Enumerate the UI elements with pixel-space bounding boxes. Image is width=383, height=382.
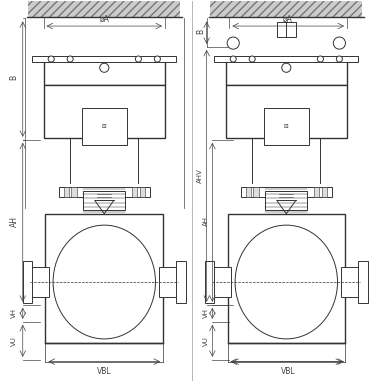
Bar (341, 267, 364, 297)
Bar (159, 267, 182, 297)
Bar (246, 187, 251, 197)
Bar (280, 191, 293, 197)
Bar (44, 60, 165, 85)
Bar (28, 2, 180, 16)
Text: AH: AH (203, 216, 209, 227)
Text: AH: AH (10, 216, 18, 227)
Ellipse shape (53, 225, 155, 339)
Bar (205, 261, 214, 303)
Circle shape (48, 56, 54, 62)
Circle shape (333, 37, 345, 49)
Circle shape (249, 56, 255, 62)
Text: VH: VH (203, 308, 209, 318)
Bar (26, 267, 49, 297)
Bar (214, 57, 358, 62)
Bar (139, 187, 145, 197)
Bar (59, 187, 150, 197)
Circle shape (100, 63, 109, 72)
Text: ⊟: ⊟ (284, 124, 289, 129)
Bar (209, 267, 231, 297)
Bar (71, 187, 77, 197)
Text: VBL: VBL (97, 367, 111, 376)
Text: B: B (10, 74, 18, 80)
Text: øA: øA (99, 15, 109, 24)
Bar (241, 187, 332, 197)
Bar (83, 191, 125, 210)
Bar (277, 22, 296, 37)
Bar (228, 214, 345, 343)
Circle shape (67, 56, 73, 62)
Bar (314, 187, 319, 197)
Bar (46, 214, 163, 343)
Bar (226, 85, 347, 138)
Bar (264, 108, 309, 146)
Text: VU: VU (203, 336, 209, 346)
Text: ⊟: ⊟ (102, 124, 106, 129)
Circle shape (282, 63, 291, 72)
Text: VH: VH (11, 308, 17, 318)
Bar (253, 187, 259, 197)
Text: VU: VU (11, 336, 17, 346)
Circle shape (336, 56, 342, 62)
Bar (358, 261, 368, 303)
Ellipse shape (235, 225, 337, 339)
Bar (64, 187, 69, 197)
Circle shape (135, 56, 141, 62)
Bar (32, 57, 176, 62)
Bar (322, 187, 327, 197)
Circle shape (154, 56, 160, 62)
Text: VBL: VBL (281, 367, 296, 376)
Text: AHV: AHV (197, 168, 203, 183)
Circle shape (318, 56, 324, 62)
Circle shape (227, 37, 239, 49)
Bar (97, 191, 111, 197)
Bar (211, 2, 362, 16)
Circle shape (230, 56, 236, 62)
Bar (23, 261, 32, 303)
Bar (226, 60, 347, 85)
Bar (44, 85, 165, 138)
Bar (82, 108, 127, 146)
Text: B: B (196, 29, 205, 34)
Bar (265, 191, 307, 210)
Bar (132, 187, 137, 197)
Bar (176, 261, 186, 303)
Text: øA: øA (283, 15, 293, 24)
